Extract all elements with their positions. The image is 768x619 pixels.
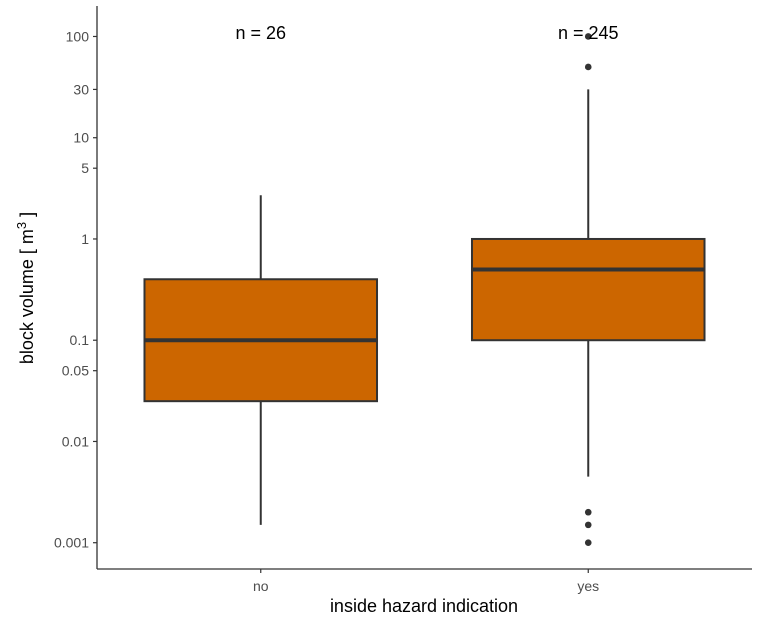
y-tick-label: 0.001 xyxy=(54,535,89,551)
y-tick-label: 30 xyxy=(73,81,89,97)
y-axis-title-main: block volume [ m xyxy=(17,229,37,364)
x-tick-label: yes xyxy=(577,578,599,594)
outlier-point-yes-0 xyxy=(584,539,592,547)
box-no: n = 26 xyxy=(143,23,379,525)
outlier-point-yes-1 xyxy=(584,521,592,529)
count-label-no: n = 26 xyxy=(235,23,286,43)
y-tick-label: 10 xyxy=(73,130,89,146)
y-axis-title-end: ] xyxy=(17,212,37,222)
x-axis: no yes xyxy=(97,568,752,594)
y-tick-label: 100 xyxy=(66,28,90,44)
x-tick-label: no xyxy=(253,578,269,594)
y-axis-title: block volume [ m3 ] xyxy=(14,212,37,364)
y-tick-label: 0.01 xyxy=(62,433,89,449)
count-label-yes: n = 245 xyxy=(558,23,619,43)
box-iqr-yes xyxy=(470,237,706,342)
outlier-point-yes-3 xyxy=(584,63,592,71)
boxes-layer: n = 26 n = 245 xyxy=(143,23,706,547)
outlier-point-yes-4 xyxy=(584,33,592,40)
outlier-point-yes-2 xyxy=(584,508,592,516)
box-yes: n = 245 xyxy=(470,23,706,547)
y-tick-label: 0.05 xyxy=(62,363,89,379)
y-tick-label: 5 xyxy=(81,160,89,176)
y-tick-label: 0.1 xyxy=(70,332,90,348)
y-axis: 0.001 0.01 0.05 0.1 1 5 10 30 100 xyxy=(54,6,98,569)
y-tick-label: 1 xyxy=(81,231,89,247)
y-axis-title-superscript: 3 xyxy=(14,222,29,229)
x-axis-title: inside hazard indication xyxy=(330,596,518,616)
